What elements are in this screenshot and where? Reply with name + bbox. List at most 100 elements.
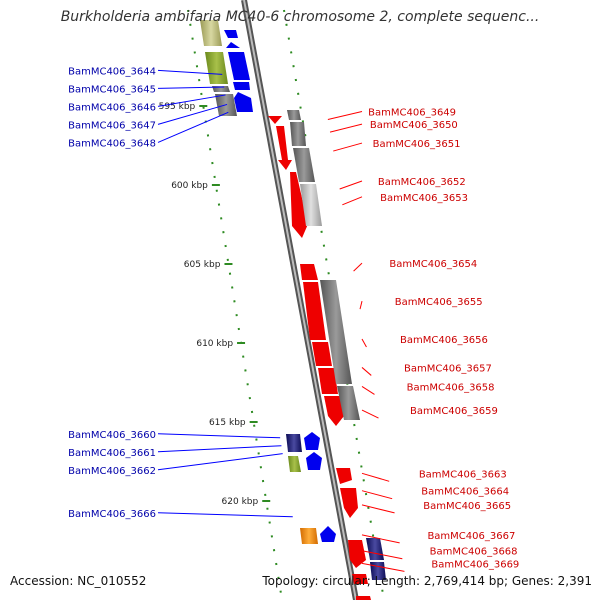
gene-block — [300, 528, 318, 544]
gene-label-leader — [157, 69, 223, 75]
gene-label-reverse[interactable]: BamMC406_3660 — [68, 430, 156, 441]
scale-tick-label: 605 kbp — [184, 260, 221, 270]
gene-block — [300, 184, 322, 226]
gene-arrow-reverse — [306, 452, 322, 470]
gene-arrow-forward — [348, 540, 366, 568]
gene-label-leader — [342, 196, 363, 206]
gene-arrow-reverse — [304, 432, 320, 450]
gene-arrow-forward — [280, 172, 308, 238]
gene-label-leader — [361, 490, 393, 500]
scale-tick-label: 620 kbp — [222, 497, 259, 507]
gene-arrow-forward — [270, 126, 292, 170]
gene-block — [288, 456, 301, 472]
gene-block — [293, 148, 315, 182]
gene-label-forward[interactable]: BamMC406_3669 — [431, 559, 519, 570]
gene-label-reverse[interactable]: BamMC406_3666 — [68, 509, 156, 520]
gene-block — [290, 122, 306, 146]
gene-label-forward[interactable]: BamMC406_3653 — [380, 193, 468, 204]
gene-arrow-reverse — [228, 52, 250, 80]
gene-label-leader — [361, 562, 405, 572]
right-feature-group-top — [268, 110, 322, 238]
gene-label-reverse[interactable]: BamMC406_3644 — [68, 66, 156, 77]
gene-label-forward[interactable]: BamMC406_3656 — [400, 335, 488, 346]
gene-label-forward[interactable]: BamMC406_3665 — [423, 501, 511, 512]
scale-tick-label: 615 kbp — [209, 418, 246, 428]
gene-block — [287, 110, 301, 120]
gene-label-leader — [361, 550, 403, 560]
gene-arrow-reverse — [233, 82, 250, 90]
gene-label-reverse[interactable]: BamMC406_3661 — [68, 448, 156, 459]
gene-arrow-forward — [303, 282, 326, 340]
gene-block — [286, 434, 302, 452]
gene-arrow-forward — [318, 368, 338, 394]
gene-label-reverse[interactable]: BamMC406_3645 — [68, 84, 156, 95]
gene-label-forward[interactable]: BamMC406_3650 — [370, 120, 458, 131]
gene-label-leader — [361, 367, 372, 376]
gene-arrow-forward — [352, 574, 368, 584]
gene-label-leader — [361, 504, 395, 514]
gene-label-leader — [361, 472, 390, 482]
gene-block — [366, 538, 384, 560]
left-feature-group-lower — [286, 432, 336, 544]
gene-label-leader — [157, 86, 225, 89]
gene-label-leader — [361, 409, 379, 419]
gene-block — [205, 52, 228, 84]
gene-arrow-forward — [268, 116, 282, 124]
gene-label-forward[interactable]: BamMC406_3652 — [378, 177, 466, 188]
gene-label-leader — [157, 94, 226, 107]
gene-label-leader — [361, 338, 367, 348]
gene-label-forward[interactable]: BamMC406_3663 — [419, 469, 507, 480]
gene-block — [200, 20, 222, 46]
gene-arrow-forward — [336, 468, 352, 484]
right-feature-group-lower — [336, 468, 386, 600]
gene-block — [337, 386, 360, 420]
gene-label-leader — [361, 534, 400, 544]
gene-label-leader — [361, 385, 375, 395]
accession-text: Accession: NC_010552 — [10, 574, 147, 588]
backbone-highlight — [243, 0, 357, 600]
gene-label-reverse[interactable]: BamMC406_3662 — [68, 466, 156, 477]
outer-guide — [283, 9, 385, 600]
scale-ticks: 595 kbp 600 kbp 605 kbp 610 kbp 615 kbp 620 k… — [159, 102, 271, 507]
gene-label-forward[interactable]: BamMC406_3657 — [404, 363, 492, 374]
gene-label-forward[interactable]: BamMC406_3668 — [430, 547, 518, 558]
left-feature-group-top — [200, 20, 253, 116]
inner-guide — [187, 9, 283, 600]
topology-text: Topology: circular; Length: 2,769,414 bp… — [262, 574, 592, 588]
gene-label-reverse[interactable]: BamMC406_3648 — [68, 138, 156, 149]
gene-label-leader — [157, 103, 228, 125]
gene-arrow-reverse — [234, 92, 253, 112]
gene-label-leader — [157, 433, 281, 439]
gene-label-forward[interactable]: BamMC406_3667 — [427, 531, 515, 542]
gene-label-forward[interactable]: BamMC406_3649 — [368, 107, 456, 118]
scale-tick-label: 595 kbp — [159, 102, 196, 112]
gene-label-leader — [329, 123, 363, 133]
gene-label-forward[interactable]: BamMC406_3664 — [421, 487, 509, 498]
gene-label-leader — [333, 142, 363, 152]
gene-label-reverse[interactable]: BamMC406_3646 — [68, 102, 156, 113]
gene-block — [320, 280, 352, 384]
map-title: Burkholderia ambifaria MC40-6 chromosome… — [60, 9, 540, 25]
gene-label-leader — [157, 512, 293, 518]
gene-arrow-forward — [312, 342, 332, 366]
gene-label-forward[interactable]: BamMC406_3659 — [410, 406, 498, 417]
scale-tick-label: 610 kbp — [196, 339, 233, 349]
gene-label-forward[interactable]: BamMC406_3654 — [389, 259, 477, 270]
gene-arrow-forward — [300, 264, 318, 280]
gene-arrow-reverse — [320, 526, 336, 542]
gene-arrow-forward — [324, 396, 344, 426]
gene-arrow-reverse — [224, 30, 238, 38]
gene-label-forward[interactable]: BamMC406_3655 — [395, 297, 483, 308]
gene-arrow-reverse — [226, 42, 240, 48]
gene-label-forward[interactable]: BamMC406_3651 — [373, 139, 461, 150]
gene-arrow-forward — [356, 596, 371, 600]
gene-arrow-forward — [340, 488, 358, 518]
right-feature-group-middle — [300, 264, 360, 426]
gene-label-leader — [157, 111, 229, 143]
gene-block — [370, 562, 386, 580]
gene-labels: BamMC406_3644 BamMC406_3645 BamMC406_3646 B… — [68, 66, 519, 572]
gene-label-reverse[interactable]: BamMC406_3647 — [68, 120, 156, 131]
gene-label-forward[interactable]: BamMC406_3658 — [407, 382, 495, 393]
